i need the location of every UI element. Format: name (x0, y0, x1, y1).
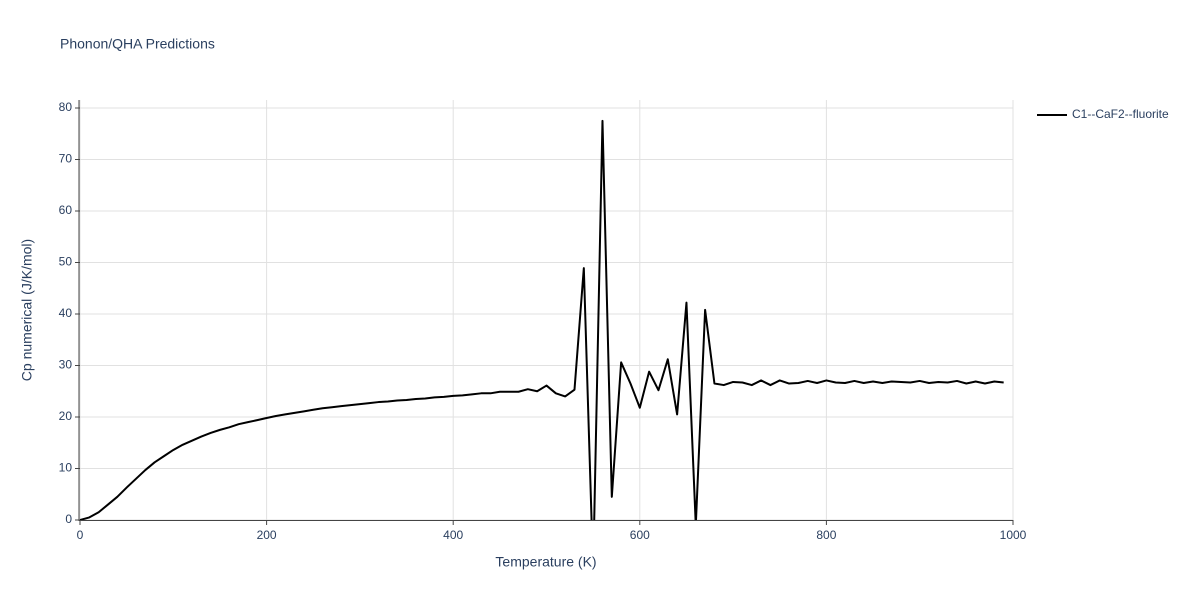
x-tick-label: 400 (443, 528, 463, 542)
chart-title: Phonon/QHA Predictions (60, 36, 215, 52)
y-axis-label: Cp numerical (J/K/mol) (19, 239, 35, 381)
y-tick-label: 0 (65, 512, 72, 526)
y-tick-label: 60 (59, 203, 73, 217)
x-axis-label: Temperature (K) (495, 554, 596, 570)
y-tick-label: 70 (59, 152, 73, 166)
y-tick-label: 10 (59, 461, 73, 475)
plot-area (80, 119, 1004, 520)
y-tick-label: 20 (59, 409, 73, 423)
series-line (80, 119, 1004, 520)
legend: C1--CaF2--fluorite (1037, 107, 1169, 121)
x-tick-label: 1000 (1000, 528, 1027, 542)
y-tick-label: 30 (59, 358, 73, 372)
x-tick-label: 600 (630, 528, 650, 542)
y-tick-label: 40 (59, 306, 73, 320)
x-tick-label: 200 (257, 528, 277, 542)
x-tick-label: 800 (816, 528, 836, 542)
y-tick-label: 80 (59, 100, 73, 114)
y-tick-label: 50 (59, 255, 73, 269)
grid (79, 100, 1014, 521)
legend-label: C1--CaF2--fluorite (1072, 107, 1169, 121)
x-tick-label: 0 (77, 528, 84, 542)
